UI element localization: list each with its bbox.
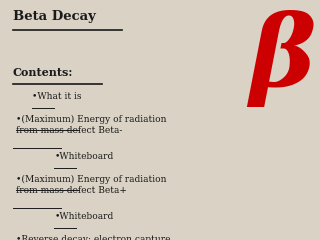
Text: •Whiteboard: •Whiteboard bbox=[54, 212, 114, 221]
Text: •Whiteboard: •Whiteboard bbox=[54, 152, 114, 162]
Text: •Reverse decay: electron capture: •Reverse decay: electron capture bbox=[16, 235, 171, 240]
Text: Beta Decay: Beta Decay bbox=[13, 10, 96, 23]
Text: •What it is: •What it is bbox=[32, 92, 82, 101]
Text: •(Maximum) Energy of radiation
from mass defect Beta-: •(Maximum) Energy of radiation from mass… bbox=[16, 115, 166, 135]
Text: β: β bbox=[250, 10, 316, 107]
Text: Contents:: Contents: bbox=[13, 67, 73, 78]
Text: •(Maximum) Energy of radiation
from mass defect Beta+: •(Maximum) Energy of radiation from mass… bbox=[16, 175, 166, 195]
